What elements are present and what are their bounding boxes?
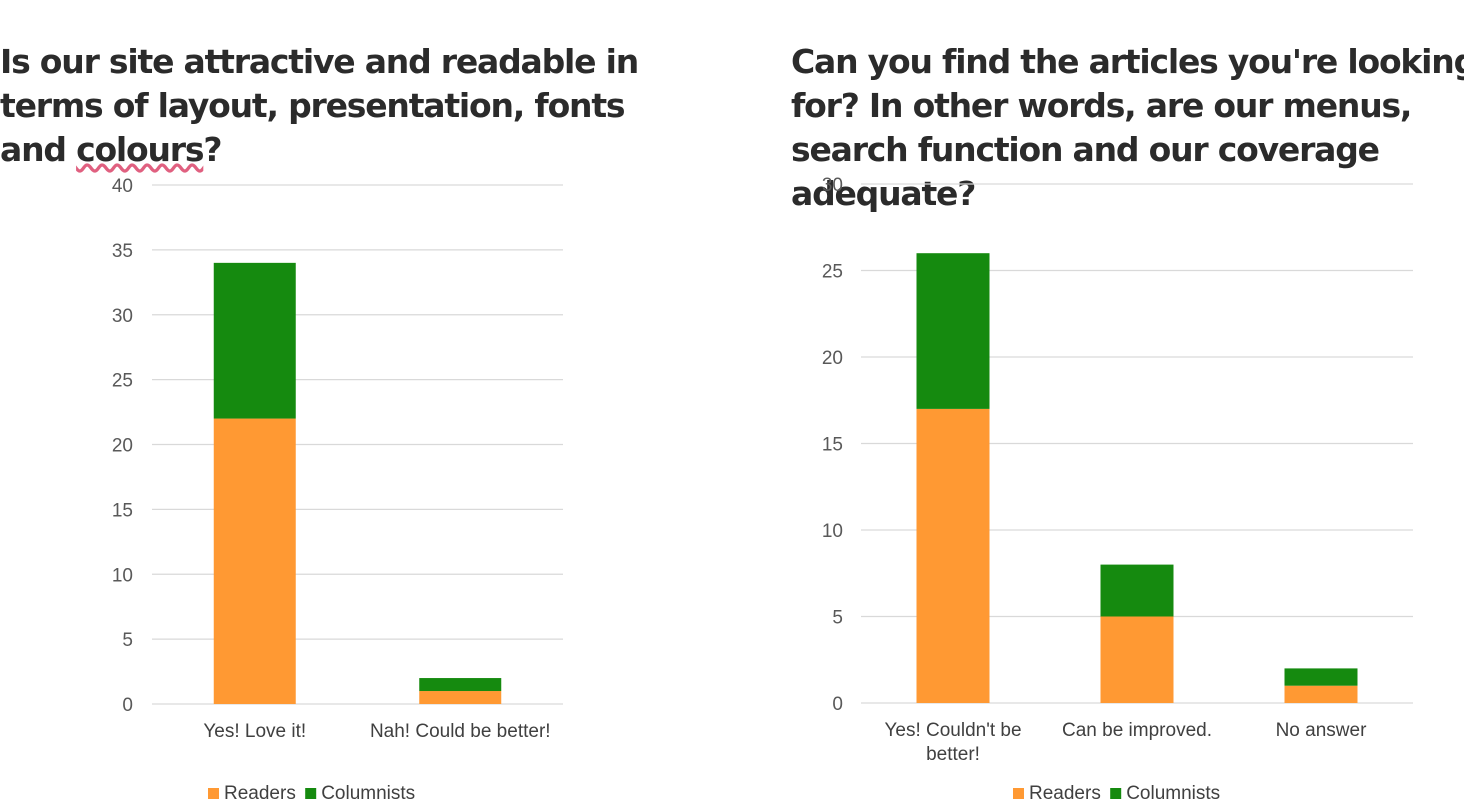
- legend-label-columnists: Columnists: [1126, 783, 1220, 801]
- y-tick-label: 15: [112, 500, 133, 521]
- legend-swatch-columnists: [305, 788, 317, 799]
- legend-swatch-readers: [1013, 788, 1024, 799]
- bar-columnists: [1284, 668, 1358, 686]
- legend-swatch-readers: [208, 788, 219, 799]
- chart-title: Is our site attractive and readable in t…: [0, 0, 700, 172]
- y-tick-label: 35: [112, 241, 133, 262]
- y-tick-label: 0: [832, 694, 843, 715]
- bar-readers: [1100, 616, 1174, 703]
- x-category-label: Yes! Love it!: [203, 721, 306, 742]
- bar-columnists: [916, 253, 990, 409]
- chart-title: Can you find the articles you're looking…: [791, 0, 1464, 216]
- y-tick-label: 0: [122, 695, 133, 716]
- x-category-label: Nah! Could be better!: [370, 721, 551, 742]
- chart-panel-findability: Can you find the articles you're looking…: [745, 0, 1464, 801]
- bar-chart-findability: 0 5 10 15 20 25 30 Yes! Couldn't be better! Can b…: [822, 175, 1413, 801]
- x-category-label: Yes! Couldn't be better!: [884, 720, 1021, 765]
- bar-readers: [916, 408, 990, 703]
- y-tick-label: 10: [112, 565, 133, 586]
- legend-label-readers: Readers: [1029, 783, 1101, 801]
- y-tick-label: 30: [822, 175, 843, 196]
- bar-readers: [419, 691, 502, 704]
- y-tick-label: 40: [112, 176, 133, 197]
- y-tick-label: 25: [822, 262, 843, 283]
- x-category-label: No answer: [1276, 720, 1367, 741]
- bar-columnists: [213, 262, 296, 419]
- legend-label-columnists: Columnists: [321, 783, 415, 801]
- bar-columnists: [419, 678, 502, 692]
- bar-chart-site-attractiveness: 0 5 10 15 20 25 30 35 40 Yes! Love it! Nah! Could …: [112, 176, 563, 801]
- y-tick-label: 15: [822, 435, 843, 456]
- y-tick-label: 20: [822, 348, 843, 369]
- y-tick-label: 30: [112, 306, 133, 327]
- y-tick-label: 5: [122, 630, 133, 651]
- legend-label-readers: Readers: [224, 783, 296, 801]
- bar-readers: [213, 418, 296, 704]
- chart-title-text: Can you find the articles you're looking…: [791, 42, 1464, 213]
- legend-swatch-columnists: [1110, 788, 1122, 799]
- y-tick-label: 5: [832, 608, 843, 629]
- chart-panel-site-attractiveness: Is our site attractive and readable in t…: [0, 0, 700, 801]
- bar-readers: [1284, 685, 1358, 703]
- y-tick-label: 20: [112, 436, 133, 457]
- x-category-label: Can be improved.: [1062, 720, 1212, 741]
- spellcheck-underlined-word: colours: [76, 130, 204, 169]
- y-tick-label: 25: [112, 371, 133, 392]
- y-tick-label: 10: [822, 521, 843, 542]
- bar-columnists: [1100, 564, 1174, 617]
- chart-title-text: Is our site attractive and readable in t…: [0, 42, 639, 169]
